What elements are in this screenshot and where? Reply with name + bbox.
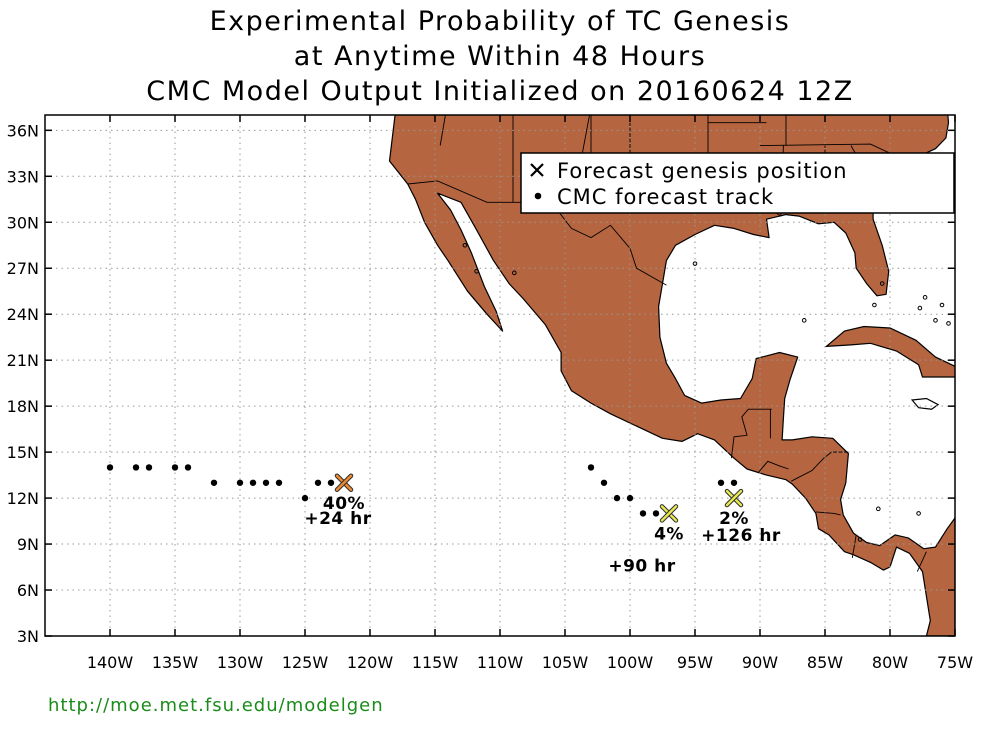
track-point — [314, 479, 322, 486]
x-tick-label: 135W — [152, 653, 199, 672]
y-tick-label: 21N — [7, 351, 39, 370]
x-axis: 140W 135W 130W 125W 120W 115W 110W 105W 100W 95W 9… — [87, 115, 973, 672]
island-outline — [879, 281, 885, 286]
track-point — [730, 479, 738, 486]
island-outline — [916, 511, 921, 516]
source-url: http://moe.met.fsu.edu/modelgen — [48, 695, 384, 716]
political-border — [851, 534, 857, 558]
island-outline — [939, 302, 945, 308]
track-point — [613, 494, 621, 502]
y-tick-label: 27N — [7, 259, 39, 278]
x-tick-label: 80W — [872, 653, 908, 672]
political-border — [407, 180, 667, 286]
track-point — [262, 479, 270, 486]
track-point — [717, 479, 725, 486]
jamaica-coast — [910, 397, 940, 410]
track-point — [171, 464, 179, 471]
genesis-probability: 4% — [654, 524, 684, 544]
legend-track-label: CMC forecast track — [557, 185, 774, 209]
island-outline — [922, 295, 928, 300]
y-tick-label: 30N — [7, 213, 39, 232]
cuba-land — [824, 325, 955, 378]
island-outline — [876, 506, 881, 512]
track-point — [106, 464, 114, 471]
x-tick-label: 95W — [677, 653, 713, 672]
genesis-layer: 40%+24 hr 4% +90 hr 2%+126 hr — [304, 473, 781, 576]
track-point — [275, 479, 283, 486]
island-outline — [956, 334, 960, 338]
political-border — [916, 551, 927, 572]
political-border — [730, 408, 772, 459]
legend-box — [520, 152, 955, 214]
legend-genesis-label: Forecast genesis position — [557, 159, 848, 183]
island-outline — [692, 261, 698, 266]
y-tick-label: 24N — [7, 305, 39, 324]
track-point — [132, 464, 140, 471]
genesis-lead-time: +24 hr — [304, 509, 371, 529]
x-tick-label: 100W — [607, 653, 654, 672]
track-point — [626, 494, 634, 502]
genesis-x-marker-icon — [334, 473, 354, 493]
legend-x-marker-icon — [530, 163, 544, 177]
title-line-1: Experimental Probability of TC Genesis — [209, 6, 791, 37]
track-point — [600, 479, 608, 486]
island-outline — [474, 269, 479, 274]
political-border — [815, 511, 841, 516]
genesis-probability: 2% — [719, 509, 749, 529]
north-america-land — [388, 115, 955, 636]
island-outline — [801, 318, 807, 323]
y-tick-label: 18N — [7, 397, 39, 416]
track-point — [145, 464, 153, 471]
political-border — [439, 115, 446, 146]
x-tick-label: 120W — [347, 653, 394, 672]
x-tick-label: 115W — [412, 653, 459, 672]
island-outline — [462, 242, 468, 248]
genesis-x-marker-icon — [724, 488, 744, 508]
y-tick-label: 9N — [17, 535, 39, 554]
genesis-lead-time: +90 hr — [608, 556, 675, 576]
y-tick-label: 36N — [7, 121, 39, 140]
x-tick-label: 85W — [807, 653, 843, 672]
y-tick-label: 6N — [17, 581, 39, 600]
legend: Forecast genesis position CMC forecast t… — [520, 152, 955, 214]
island-outline — [933, 318, 938, 323]
island-outline — [946, 321, 951, 326]
track-point — [301, 494, 309, 502]
island-outline — [857, 537, 863, 542]
x-tick-label: 90W — [742, 653, 778, 672]
island-outline — [512, 270, 517, 276]
y-tick-label: 3N — [17, 627, 39, 646]
island-outline — [872, 302, 877, 308]
track-point — [184, 464, 192, 471]
track-layer — [106, 464, 738, 517]
genesis-lead-time: +126 hr — [701, 526, 781, 546]
x-tick-label: 110W — [477, 653, 524, 672]
x-tick-label: 130W — [217, 653, 264, 672]
genesis-probability: 40% — [323, 494, 365, 514]
track-point — [652, 510, 660, 517]
track-point — [327, 479, 335, 486]
title-line-3: CMC Model Output Initialized on 20160624… — [146, 76, 854, 107]
x-tick-label: 105W — [542, 653, 589, 672]
legend-dot-icon — [534, 192, 542, 200]
x-tick-label: 140W — [87, 653, 134, 672]
genesis-x-marker-icon — [659, 504, 679, 523]
y-tick-label: 15N — [7, 443, 39, 462]
track-point — [249, 479, 257, 486]
title-line-2: at Anytime Within 48 Hours — [293, 41, 707, 72]
track-point — [210, 479, 218, 486]
y-axis: 3N 6N 9N 12N 15N 18N 21N 24N 27N 30N 33N 36N — [7, 121, 955, 646]
track-point — [236, 479, 244, 486]
x-tick-label: 125W — [282, 653, 329, 672]
track-point — [587, 464, 595, 471]
y-tick-label: 33N — [7, 167, 39, 186]
y-tick-label: 12N — [7, 489, 39, 508]
track-point — [639, 510, 647, 517]
island-outline — [917, 305, 923, 311]
x-tick-label: 75W — [937, 653, 973, 672]
political-border — [758, 460, 789, 473]
title-block: Experimental Probability of TC Genesis a… — [0, 4, 1000, 109]
